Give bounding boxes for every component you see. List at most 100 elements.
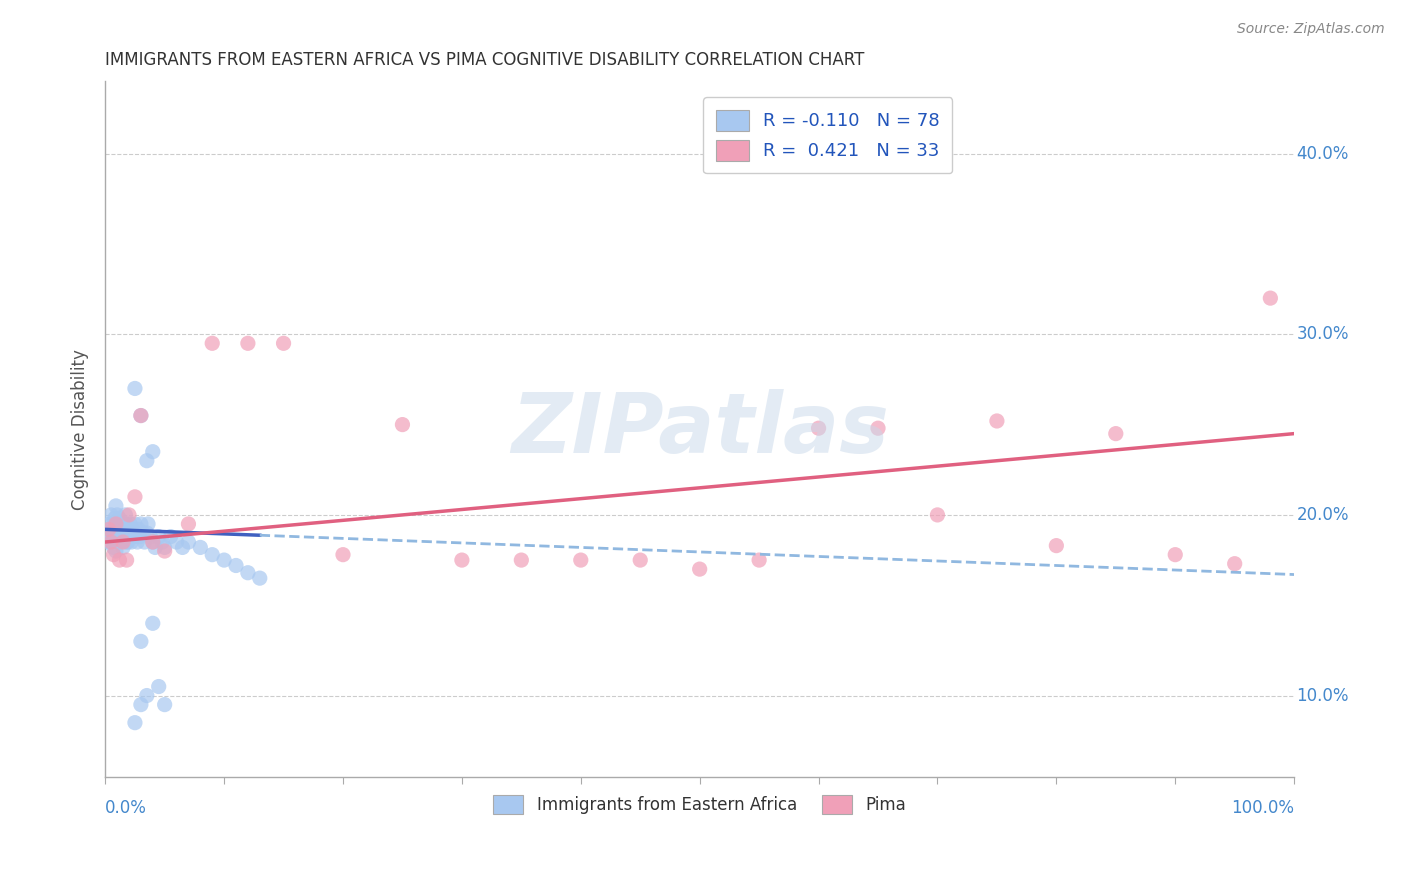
- Point: [135, 454, 157, 468]
- Point: [112, 516, 135, 531]
- Point: [120, 535, 142, 549]
- Point: [125, 526, 148, 541]
- Point: [153, 698, 176, 712]
- Point: [136, 516, 159, 531]
- Point: [105, 522, 128, 536]
- Point: [100, 535, 122, 549]
- Point: [118, 530, 141, 544]
- Point: [115, 516, 138, 531]
- Point: [112, 535, 135, 549]
- Text: 40.0%: 40.0%: [1296, 145, 1348, 162]
- Point: [510, 553, 533, 567]
- Point: [103, 541, 125, 555]
- Point: [142, 535, 165, 549]
- Point: [108, 553, 131, 567]
- Point: [142, 444, 165, 458]
- Point: [153, 544, 176, 558]
- Point: [132, 526, 155, 541]
- Point: [249, 571, 271, 585]
- Point: [107, 535, 129, 549]
- Text: IMMIGRANTS FROM EASTERN AFRICA VS PIMA COGNITIVE DISABILITY CORRELATION CHART: IMMIGRANTS FROM EASTERN AFRICA VS PIMA C…: [105, 51, 865, 69]
- Point: [177, 516, 200, 531]
- Point: [273, 336, 295, 351]
- Point: [107, 516, 129, 531]
- Point: [148, 680, 170, 694]
- Point: [201, 336, 224, 351]
- Point: [1164, 548, 1187, 562]
- Point: [153, 541, 176, 555]
- Point: [748, 553, 770, 567]
- Point: [129, 409, 152, 423]
- Point: [103, 516, 125, 531]
- Point: [101, 530, 124, 544]
- Point: [986, 414, 1008, 428]
- Point: [114, 522, 136, 536]
- Point: [104, 511, 127, 525]
- Point: [628, 553, 651, 567]
- Point: [124, 715, 146, 730]
- Point: [128, 522, 150, 536]
- Point: [124, 381, 146, 395]
- Point: [104, 544, 127, 558]
- Point: [103, 548, 125, 562]
- Point: [236, 336, 259, 351]
- Point: [391, 417, 413, 432]
- Point: [112, 530, 135, 544]
- Point: [172, 541, 194, 555]
- Point: [120, 526, 142, 541]
- Point: [110, 522, 132, 536]
- Point: [117, 535, 139, 549]
- Point: [143, 541, 166, 555]
- Point: [112, 541, 135, 555]
- Point: [159, 530, 181, 544]
- Point: [115, 535, 138, 549]
- Point: [122, 530, 145, 544]
- Point: [201, 548, 224, 562]
- Point: [689, 562, 711, 576]
- Point: [114, 508, 136, 522]
- Point: [110, 535, 132, 549]
- Point: [135, 526, 157, 541]
- Point: [104, 530, 127, 544]
- Point: [101, 522, 124, 536]
- Point: [807, 421, 830, 435]
- Point: [112, 526, 135, 541]
- Point: [177, 535, 200, 549]
- Point: [100, 508, 122, 522]
- Point: [111, 530, 134, 544]
- Point: [129, 634, 152, 648]
- Point: [115, 553, 138, 567]
- Point: [111, 516, 134, 531]
- Point: [166, 535, 188, 549]
- Text: Source: ZipAtlas.com: Source: ZipAtlas.com: [1237, 22, 1385, 37]
- Point: [120, 516, 142, 531]
- Point: [129, 698, 152, 712]
- Text: 100.0%: 100.0%: [1232, 798, 1294, 816]
- Point: [97, 526, 120, 541]
- Point: [105, 530, 128, 544]
- Point: [212, 553, 235, 567]
- Point: [225, 558, 247, 573]
- Point: [236, 566, 259, 580]
- Point: [569, 553, 592, 567]
- Point: [139, 530, 162, 544]
- Point: [104, 516, 127, 531]
- Text: 10.0%: 10.0%: [1296, 687, 1348, 705]
- Point: [121, 522, 143, 536]
- Point: [134, 535, 156, 549]
- Point: [97, 522, 120, 536]
- Point: [97, 535, 120, 549]
- Point: [1223, 557, 1246, 571]
- Point: [142, 535, 165, 549]
- Point: [332, 548, 354, 562]
- Point: [100, 535, 122, 549]
- Y-axis label: Cognitive Disability: Cognitive Disability: [72, 349, 89, 509]
- Point: [128, 530, 150, 544]
- Point: [451, 553, 474, 567]
- Text: 20.0%: 20.0%: [1296, 506, 1348, 524]
- Point: [1105, 426, 1128, 441]
- Point: [1260, 291, 1282, 305]
- Point: [127, 535, 149, 549]
- Point: [98, 516, 121, 531]
- Point: [129, 516, 152, 531]
